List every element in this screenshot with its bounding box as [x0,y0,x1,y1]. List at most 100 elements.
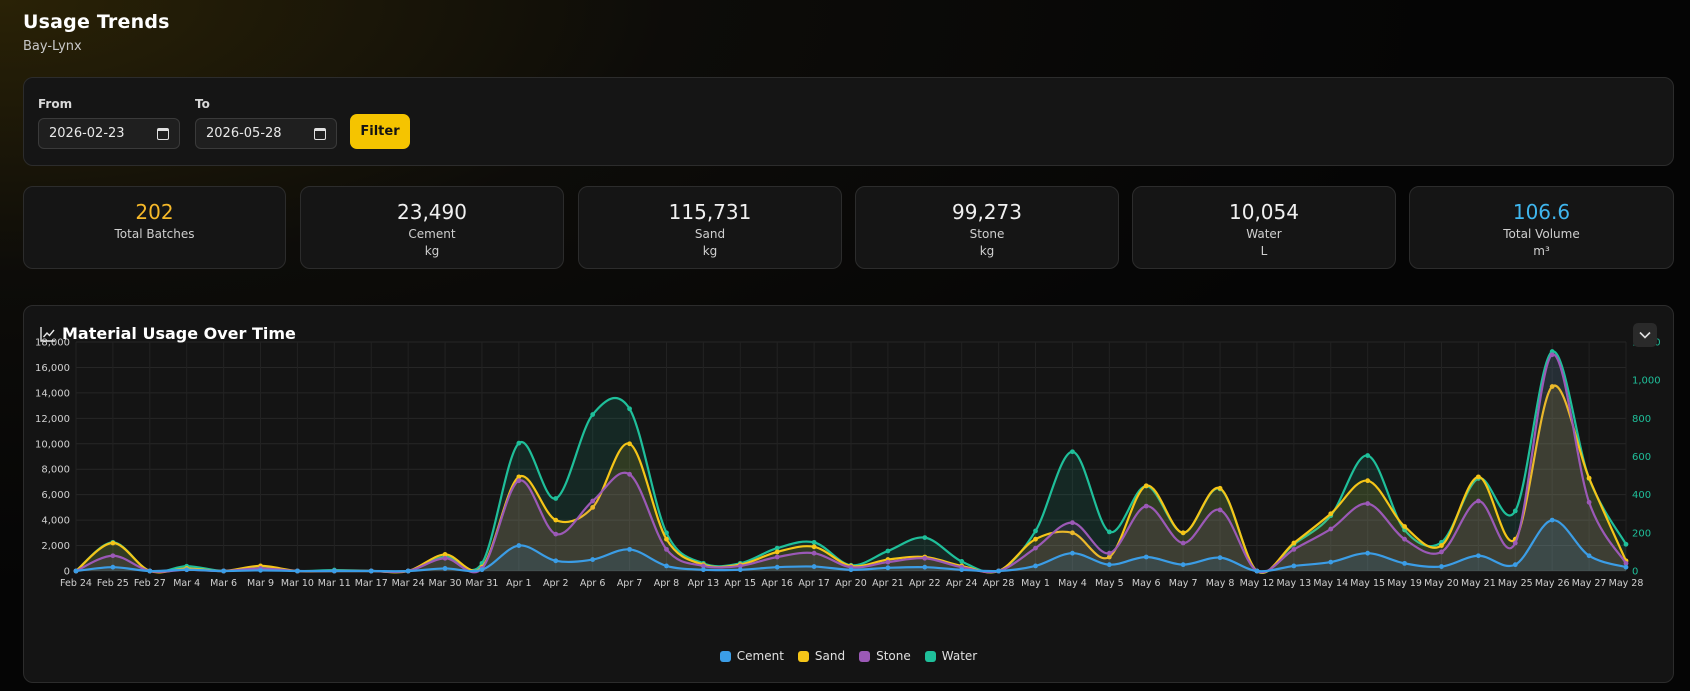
data-point-water [959,559,965,564]
data-point-cement [1106,562,1112,568]
y-left-tick-label: 10,000 [35,439,70,450]
data-point-stone [1475,498,1481,504]
calendar-icon[interactable] [314,127,326,140]
data-point-cement [1549,517,1555,523]
to-date-input[interactable]: 2026-05-28 [195,118,337,149]
data-point-cement [1475,553,1481,559]
data-point-stone [774,554,780,560]
to-group: To 2026-05-28 [195,97,337,149]
data-point-cement [1180,562,1186,568]
chart-title: Material Usage Over Time [62,324,296,343]
x-tick-label: Apr 28 [983,578,1015,589]
data-point-water [811,539,817,545]
data-point-sand [1439,543,1444,548]
data-point-stone [1402,536,1407,542]
x-tick-label: May 1 [1021,578,1050,589]
data-point-cement [774,564,780,570]
legend-label: Water [941,649,978,663]
data-point-stone [922,555,928,561]
data-point-water [553,496,559,501]
y-right-tick-label: 0 [1632,567,1638,578]
data-point-sand [1402,524,1407,529]
data-point-water [1365,453,1371,458]
data-point-cement [442,566,448,571]
data-point-stone [516,478,522,484]
data-point-cement [1291,563,1297,569]
data-point-sand [664,536,669,542]
data-point-stone [590,498,596,504]
y-left-tick-label: 14,000 [35,388,70,399]
data-point-stone [442,555,448,561]
series-area-cement [76,520,1626,572]
data-point-cement [1143,554,1149,560]
stat-value: 10,054 [1229,200,1299,224]
x-tick-label: May 25 [1498,578,1533,589]
data-point-sand [811,544,817,550]
y-left-tick-label: 12,000 [35,414,70,425]
data-point-water [590,412,596,417]
to-label: To [195,97,210,111]
x-tick-label: May 15 [1350,578,1385,589]
to-date-value: 2026-05-28 [206,126,282,141]
x-tick-label: May 20 [1424,578,1459,589]
x-tick-label: May 19 [1387,578,1422,589]
data-point-sand [1291,540,1297,546]
legend-item-water[interactable]: Water [924,649,978,663]
legend-label: Sand [814,649,846,663]
data-point-sand [1070,530,1075,536]
legend-swatch [859,650,871,662]
data-point-stone [1365,501,1371,506]
legend-item-cement[interactable]: Cement [719,649,784,663]
collapse-button[interactable] [1633,323,1657,347]
stat-unit: kg [979,244,995,258]
data-point-cement [996,568,1002,574]
data-point-sand [774,549,780,555]
x-tick-label: Apr 7 [617,578,643,589]
x-tick-label: May 4 [1058,578,1087,589]
x-tick-label: Feb 27 [134,578,166,589]
x-tick-label: Feb 25 [97,578,129,589]
data-point-sand [442,552,448,557]
data-point-water [1512,508,1518,514]
calendar-icon[interactable] [157,127,169,140]
data-point-stone [1291,546,1297,552]
from-date-input[interactable]: 2026-02-23 [38,118,180,149]
data-point-water [1070,449,1075,455]
x-tick-label: Apr 1 [506,578,532,589]
data-point-stone [737,563,743,569]
x-tick-label: Mar 31 [465,578,498,589]
data-point-cement [1254,568,1260,574]
data-point-stone [1217,507,1223,513]
x-tick-label: Apr 20 [835,578,867,589]
legend-item-stone[interactable]: Stone [859,649,911,663]
x-tick-label: Feb 24 [60,578,92,589]
legend-item-sand[interactable]: Sand [797,649,846,663]
data-point-stone [110,553,116,559]
stat-card-volume: 106.6 Total Volume m³ [1409,186,1674,269]
data-point-stone [885,559,891,565]
x-tick-label: Mar 17 [355,578,388,589]
data-point-cement [221,568,227,574]
x-tick-label: May 13 [1276,578,1311,589]
x-tick-label: May 6 [1132,578,1161,589]
data-point-stone [700,563,706,569]
x-tick-label: Apr 2 [543,578,569,589]
data-point-cement [73,568,79,574]
stat-unit: kg [424,244,440,258]
data-point-sand [1328,511,1334,517]
data-point-water [885,548,891,554]
data-point-cement [258,567,263,573]
x-tick-label: May 28 [1609,578,1644,589]
from-group: From 2026-02-23 [38,97,180,149]
data-point-cement [1365,550,1371,556]
data-point-cement [184,567,190,573]
data-point-cement [627,546,632,552]
filter-button[interactable]: Filter [350,114,410,149]
data-point-sand [1217,485,1223,491]
legend-swatch [719,650,731,662]
stat-value: 99,273 [952,200,1022,224]
x-tick-label: May 27 [1572,578,1607,589]
x-tick-label: Apr 24 [946,578,978,589]
material-usage-chart: 0 2,000 4,000 6,000 8,000 10,000 12,000 14,000 1… [35,338,1661,590]
y-right-tick-label: 400 [1632,490,1651,501]
